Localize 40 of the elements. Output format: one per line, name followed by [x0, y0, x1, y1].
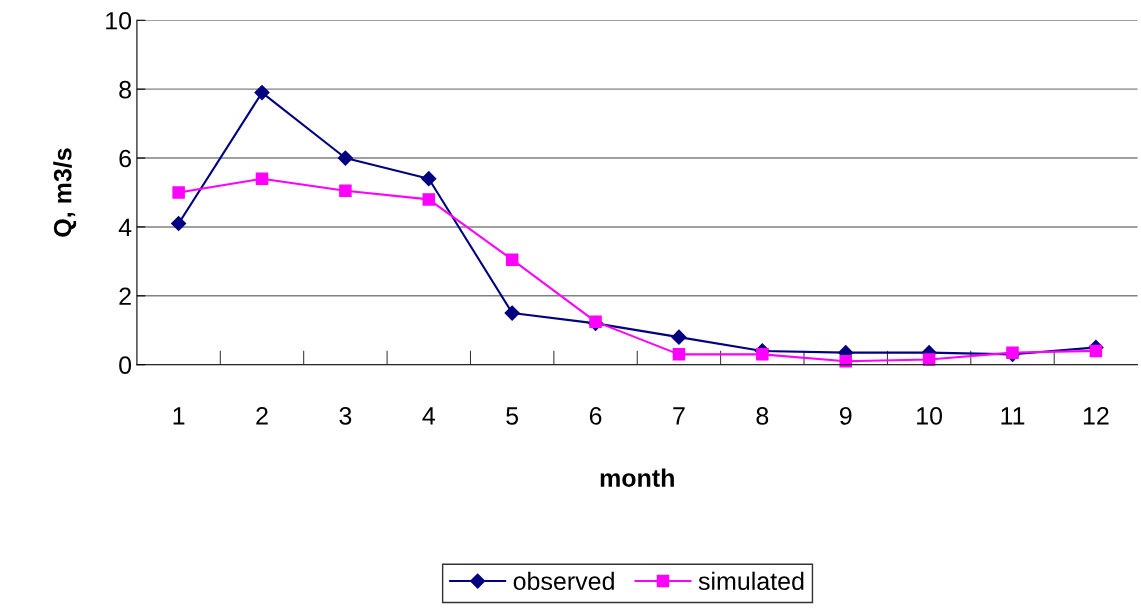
- y-tick-label: 8: [119, 80, 131, 99]
- x-tick-label: 7: [673, 407, 685, 425]
- point: [1089, 344, 1103, 358]
- point: [922, 353, 936, 366]
- point: [505, 253, 519, 266]
- point: [254, 85, 270, 101]
- y-tick-label: 10: [106, 11, 132, 30]
- point: [422, 193, 436, 206]
- x-tick-label: 1: [173, 407, 185, 425]
- x-axis-title: month: [600, 468, 674, 487]
- x-tick-label: 3: [339, 407, 352, 425]
- x-tick-label: 5: [506, 407, 519, 425]
- legend-label: simulated: [698, 571, 804, 591]
- point: [589, 315, 602, 328]
- point: [839, 355, 852, 368]
- point: [337, 150, 353, 166]
- point: [1006, 346, 1019, 359]
- point: [255, 172, 269, 185]
- y-axis-title: Q, m3/s: [53, 148, 77, 237]
- y-tick-label: 2: [119, 287, 131, 305]
- x-tick-label: 12: [1083, 407, 1109, 425]
- point: [421, 171, 437, 187]
- point: [672, 348, 686, 361]
- y-tick-label: 4: [118, 218, 132, 236]
- x-tick-label: 10: [917, 407, 943, 425]
- x-tick-label: 2: [256, 407, 268, 425]
- x-tick-label: 9: [839, 407, 852, 425]
- point: [671, 329, 687, 345]
- x-tick-label: 8: [756, 407, 769, 425]
- point: [172, 186, 185, 199]
- legend-label: observed: [513, 571, 614, 591]
- point: [756, 348, 769, 361]
- x-tick-label: 6: [589, 407, 602, 425]
- x-tick-label: 11: [1001, 407, 1025, 425]
- point: [171, 215, 187, 232]
- y-tick-label: 0: [119, 356, 132, 374]
- point: [504, 305, 520, 321]
- point: [339, 184, 352, 198]
- y-tick-label: 6: [119, 149, 131, 168]
- x-tick-label: 4: [422, 407, 435, 425]
